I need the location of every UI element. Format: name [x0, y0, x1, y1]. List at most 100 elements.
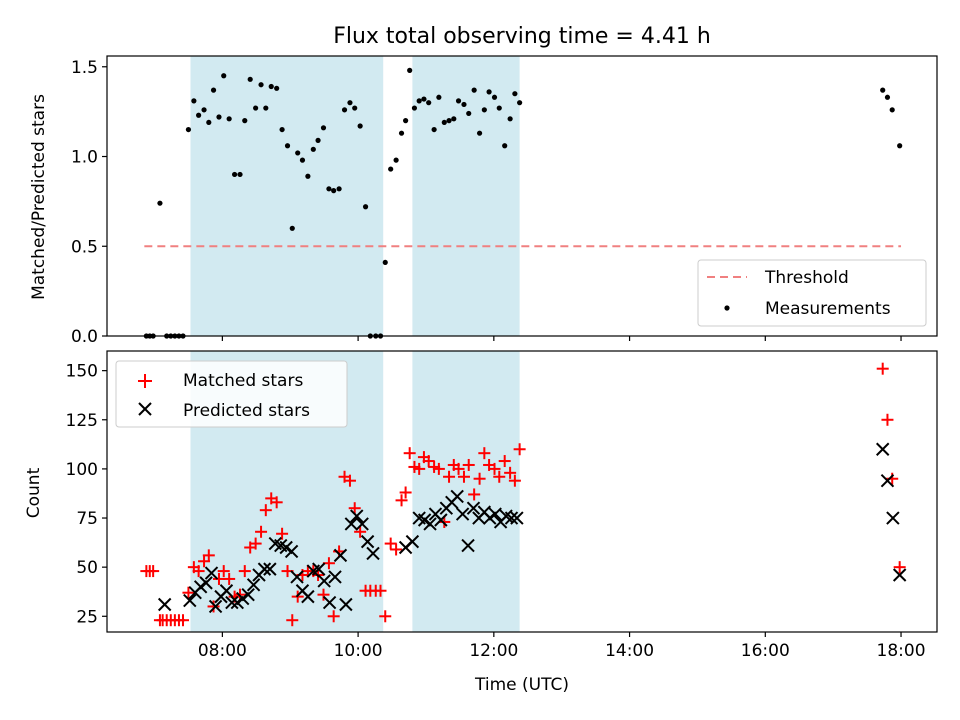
measurement-point — [451, 116, 457, 122]
y-tick-label: 75 — [76, 509, 98, 529]
measurement-point — [362, 204, 369, 210]
legend-predicted-label: Predicted stars — [183, 401, 310, 421]
measurement-point — [331, 188, 337, 194]
matched-star-point — [452, 462, 465, 475]
measurement-point — [196, 112, 202, 118]
matched-star-point — [259, 504, 272, 517]
measurement-point — [471, 87, 477, 93]
measurement-point — [455, 98, 462, 104]
measurement-point — [507, 116, 513, 122]
predicted-star-point — [257, 562, 272, 576]
predicted-star-point — [241, 587, 255, 602]
predicted-star-point — [225, 595, 239, 610]
measurement-point — [320, 125, 327, 131]
measurement-point — [263, 105, 269, 111]
predicted-star-point — [461, 538, 475, 553]
predicted-star-point — [183, 593, 197, 608]
measurement-point — [403, 118, 409, 124]
predicted-star-point — [284, 544, 299, 559]
measurement-point — [310, 146, 316, 152]
matched-star-point — [374, 584, 387, 597]
measurement-point — [431, 126, 437, 133]
measurement-point — [357, 123, 363, 129]
measurement-point — [231, 171, 238, 178]
predicted-star-point — [880, 473, 895, 488]
y-tick-label: 0.0 — [71, 327, 98, 347]
measurement-point — [185, 126, 192, 133]
y-tick-label: 50 — [76, 558, 98, 578]
measurement-point — [284, 143, 291, 149]
predicted-star-point — [455, 507, 470, 521]
measurement-point — [157, 200, 163, 206]
matched-star-point — [343, 474, 356, 487]
count-x-ticks: 08:00 10:00 12:00 14:00 16:00 18:00 — [198, 632, 926, 661]
predicted-star-point — [886, 511, 900, 525]
measurement-point — [201, 107, 207, 113]
observing-window-2 — [412, 351, 520, 632]
matched-star-point — [881, 413, 894, 426]
predicted-star-point — [333, 548, 348, 563]
measurement-point — [295, 150, 301, 156]
measurement-point — [436, 94, 442, 100]
matched-star-point — [249, 537, 262, 550]
matched-star-point — [443, 470, 456, 483]
predicted-star-point — [405, 534, 420, 549]
matched-star-point — [202, 549, 215, 562]
predicted-star-point — [366, 546, 380, 561]
matched-star-point — [286, 614, 299, 627]
matched-star-point — [468, 488, 481, 501]
legend-measurements-swatch — [724, 305, 730, 311]
measurement-point — [491, 94, 498, 100]
measurement-point — [237, 171, 243, 178]
matched-star-point — [270, 496, 283, 509]
ratio-y-ticks: 0.0 0.5 1.0 1.5 — [71, 58, 107, 347]
measurement-point — [258, 82, 264, 88]
measurement-point — [289, 225, 295, 231]
predicted-star-point — [246, 578, 261, 592]
measurement-point — [461, 101, 467, 108]
measurement-point — [416, 98, 422, 104]
predicted-star-point — [876, 442, 890, 456]
matched-star-point — [395, 494, 408, 507]
measurement-point — [889, 107, 895, 113]
matched-star-point — [348, 502, 361, 515]
measurement-point — [279, 126, 285, 133]
measurement-point — [206, 119, 212, 126]
measurement-point — [517, 100, 523, 106]
matched-star-point — [212, 572, 225, 585]
predicted-star-point — [312, 562, 326, 576]
measurement-point — [191, 98, 197, 104]
x-tick-label: 08:00 — [198, 641, 247, 661]
predicted-star-point — [423, 517, 437, 531]
count-y-ticks: 25 50 75 100 125 150 — [66, 362, 107, 627]
matched-star-point — [207, 600, 220, 613]
measurement-point — [880, 87, 886, 93]
predicted-star-point — [199, 576, 213, 590]
count-y-axis-label: Count — [24, 467, 44, 518]
predicted-star-point — [488, 507, 502, 521]
x-tick-label: 12:00 — [469, 641, 518, 661]
y-tick-label: 1.0 — [71, 148, 98, 168]
predicted-star-point — [434, 513, 448, 527]
measurement-point — [352, 105, 358, 111]
measurement-point — [496, 105, 502, 111]
matched-star-point — [177, 614, 190, 627]
ratio-shading — [190, 56, 520, 336]
count-points — [140, 362, 907, 627]
matched-star-point — [504, 466, 517, 479]
matched-star-point — [422, 455, 435, 468]
predicted-star-point — [157, 597, 172, 612]
chart-title: Flux total observing time = 4.41 h — [333, 24, 711, 49]
ratio-axes-frame — [106, 55, 938, 337]
measurement-point — [347, 100, 353, 106]
x-tick-label: 16:00 — [741, 641, 790, 661]
matched-star-point — [255, 525, 268, 538]
ratio-legend-box — [697, 259, 927, 327]
measurement-point — [274, 85, 280, 91]
x-axis-label: Time (UTC) — [474, 675, 569, 695]
ratio-y-axis-label: Matched/Predicted stars — [29, 94, 49, 300]
matched-star-point — [322, 557, 335, 570]
x-tick-label: 10:00 — [334, 641, 383, 661]
measurement-point — [247, 76, 253, 82]
